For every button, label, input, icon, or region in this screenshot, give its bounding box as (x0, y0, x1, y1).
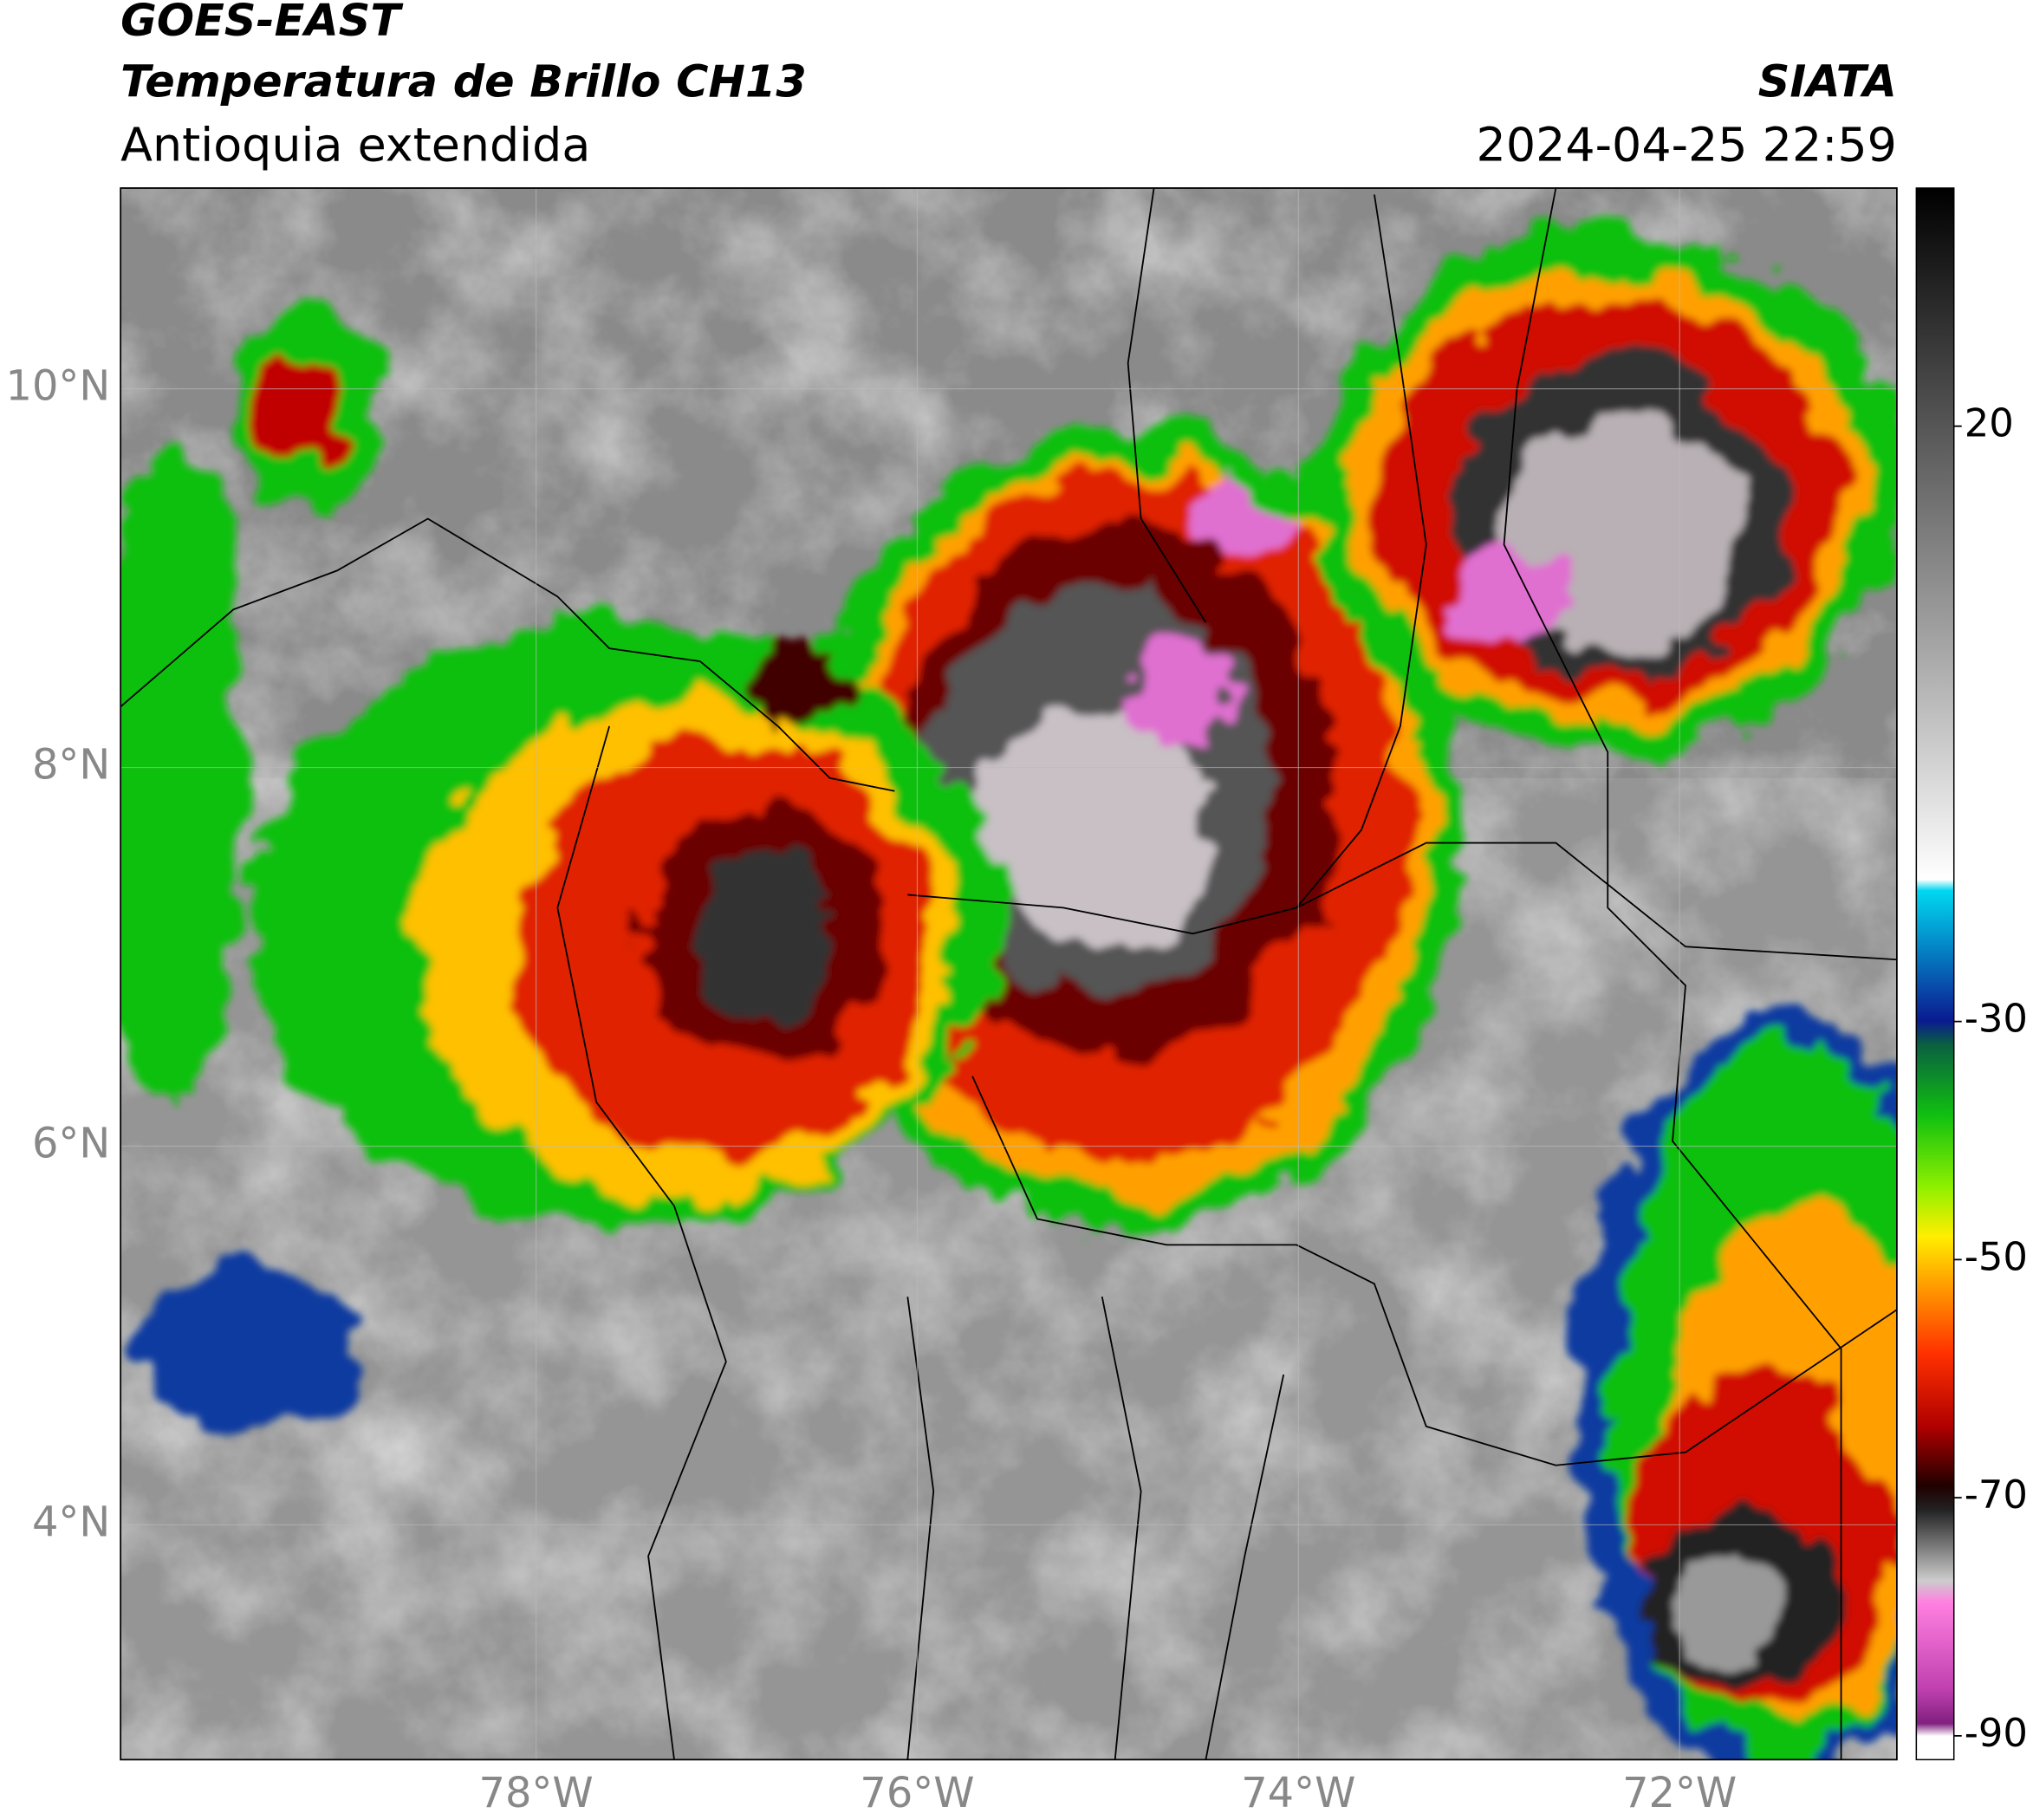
x-tick-label: 74°W (1241, 1770, 1355, 1817)
x-tick-label: 78°W (479, 1770, 594, 1817)
grid (120, 188, 1897, 1760)
x-tick-label: 76°W (860, 1770, 974, 1817)
colorbar (1915, 187, 1955, 1761)
y-tick-label: 6°N (32, 1121, 110, 1168)
borders (120, 188, 1897, 1760)
colorbar-tick-label: -70 (1965, 1472, 2028, 1518)
subtitle: Temperatura de Brillo CH13 (120, 55, 807, 107)
source: SIATA (1758, 55, 1897, 107)
title: GOES-EAST (120, 0, 404, 46)
satellite-imagery (120, 188, 1897, 1760)
colorbar-tick-label: -90 (1965, 1710, 2028, 1756)
colorbar-tick-label: -30 (1965, 996, 2028, 1042)
y-tick-label: 10°N (6, 363, 111, 411)
colorbar-tick-label: -50 (1965, 1233, 2028, 1279)
map-frame (120, 187, 1898, 1761)
x-tick-label: 72°W (1622, 1770, 1737, 1817)
y-tick-label: 4°N (32, 1498, 110, 1546)
timestamp: 2024-04-25 22:59 (1477, 117, 1897, 172)
y-tick-label: 8°N (32, 742, 110, 790)
colorbar-tick-label: 20 (1965, 400, 2014, 446)
region: Antioquia extendida (120, 117, 590, 172)
